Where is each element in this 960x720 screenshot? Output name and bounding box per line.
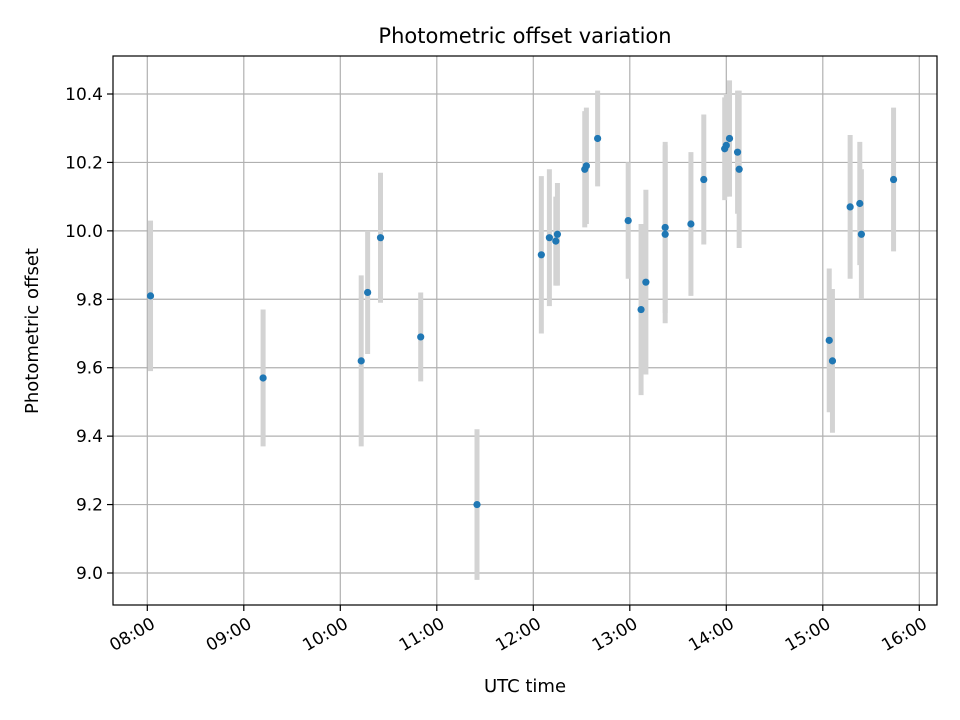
y-tick-label: 10.2 [65, 153, 103, 173]
data-point [725, 134, 734, 143]
y-ticks: 9.0 9.2 9.4 9.6 9.8 10.0 10.2 10.4 [65, 85, 113, 584]
data-point [357, 357, 365, 365]
data-point [545, 234, 553, 242]
data-point [594, 134, 602, 143]
data-point [661, 223, 669, 232]
plot-frame [112, 55, 938, 606]
data-point [146, 292, 155, 300]
data-point [735, 165, 743, 173]
data-point [661, 230, 669, 238]
data-point [376, 234, 385, 242]
data-point [473, 500, 481, 509]
data-point [642, 278, 650, 286]
data-point [828, 357, 837, 365]
data-point [259, 374, 267, 382]
data-point [582, 162, 590, 170]
grid [113, 56, 937, 605]
data-point [857, 230, 866, 238]
data-point [846, 203, 854, 211]
y-tick-label: 9.0 [76, 564, 103, 584]
data-point [733, 148, 742, 156]
data-point [825, 336, 833, 344]
data-point [889, 175, 898, 184]
y-tick-label: 9.6 [76, 359, 103, 379]
data-point [364, 288, 372, 297]
points [146, 134, 898, 509]
data-point [687, 220, 695, 228]
data-point [700, 175, 708, 184]
data-point [417, 333, 425, 341]
data-point [553, 230, 562, 238]
y-axis-label: Photometric offset [22, 248, 43, 414]
y-tick-label: 10.4 [65, 85, 103, 105]
y-tick-label: 9.2 [76, 496, 103, 516]
data-point [537, 251, 545, 259]
data-point [637, 305, 645, 314]
data-point [624, 216, 632, 225]
y-tick-label: 9.4 [76, 427, 103, 447]
data-point [722, 141, 730, 149]
y-tick-label: 9.8 [76, 290, 103, 310]
data-point [552, 237, 560, 245]
chart-title: Photometric offset variation [378, 24, 671, 48]
data-point [856, 199, 864, 208]
y-tick-label: 10.0 [65, 222, 103, 242]
x-axis-label: UTC time [484, 676, 566, 697]
